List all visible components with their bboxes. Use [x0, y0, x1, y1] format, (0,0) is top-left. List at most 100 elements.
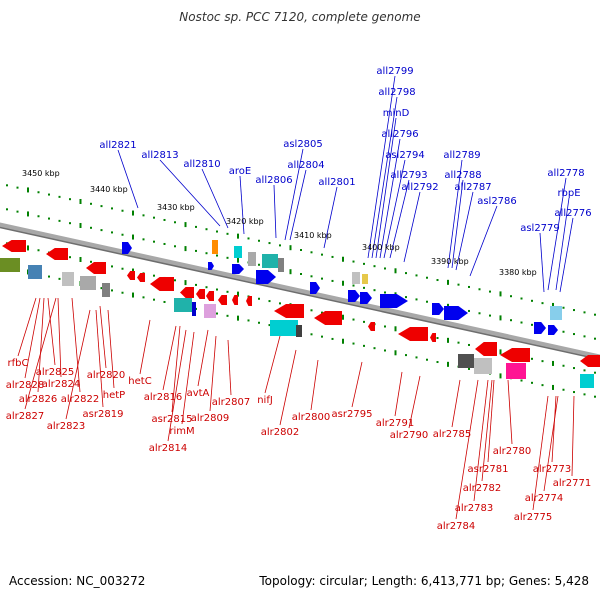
- kbp-tick: [405, 296, 407, 299]
- kbp-tick: [205, 252, 208, 255]
- forward-gene-callout: [371, 96, 398, 259]
- kbp-tick: [541, 302, 544, 305]
- kbp-tick: [142, 296, 145, 299]
- gene-box: [234, 246, 242, 258]
- kbp-tick: [321, 277, 323, 280]
- reverse-gene-callout: [543, 395, 559, 492]
- kbp-tick: [531, 299, 533, 302]
- gene-box: [262, 254, 278, 268]
- forward-gene-callout: [239, 175, 245, 235]
- gene-box: [474, 358, 492, 374]
- kbp-tick: [174, 221, 176, 224]
- kbp-tick: [499, 349, 502, 355]
- reverse-gene-callout: [264, 335, 281, 394]
- kbp-tick: [373, 289, 376, 292]
- forward-gene-label: all2798: [378, 87, 415, 98]
- reverse-gene-callout: [57, 297, 62, 378]
- forward-gene-label: all2804: [287, 160, 324, 171]
- gene-box: [28, 265, 42, 279]
- kbp-tick: [163, 242, 166, 245]
- kbp-tick: [48, 193, 50, 196]
- kbp-tick: [121, 209, 124, 212]
- kbp-tick: [132, 234, 134, 240]
- kbp-tick: [363, 320, 365, 323]
- reverse-gene-callout: [47, 297, 56, 366]
- kbp-tick: [531, 357, 533, 360]
- reverse-gene-label: alr2826: [19, 394, 57, 405]
- kbp-tick: [111, 265, 113, 268]
- kbp-tick: [58, 277, 61, 280]
- gene-box: [352, 272, 360, 284]
- kbp-tick: [6, 184, 8, 187]
- kbp-tick: [279, 244, 281, 247]
- forward-gene-label: all2789: [443, 150, 480, 161]
- forward-gene-callout: [455, 191, 474, 271]
- kbp-tick: [583, 369, 586, 372]
- gene-box: [174, 298, 192, 312]
- kbp-tick: [426, 358, 428, 361]
- kbp-tick: [205, 286, 208, 289]
- kbp-tick: [111, 231, 113, 234]
- kbp-tick: [69, 222, 71, 225]
- genome-summary-text: Topology: circular; Length: 6,413,771 bp…: [259, 574, 589, 588]
- reverse-gene-label: hetP: [103, 390, 125, 401]
- reverse-gene-label: nifJ: [257, 395, 273, 406]
- reverse-gene-arrow: [430, 333, 436, 342]
- kbp-tick: [489, 314, 491, 317]
- kbp-tick: [69, 256, 71, 259]
- gene-box: [278, 258, 284, 272]
- kbp-tick: [541, 360, 544, 363]
- kbp-tick: [121, 291, 124, 294]
- kbp-tick: [321, 253, 323, 256]
- reverse-gene-label: alr2823: [47, 421, 85, 432]
- kbp-tick: [447, 279, 449, 285]
- kbp-tick: [510, 295, 512, 298]
- forward-gene-callout: [547, 177, 567, 291]
- forward-gene-label: all2792: [401, 182, 438, 193]
- kbp-tick: [352, 260, 355, 263]
- reverse-gene-label: alr2827: [6, 411, 44, 422]
- kbp-tick: [132, 292, 134, 298]
- forward-gene-callout: [273, 184, 277, 239]
- gene-box: [270, 320, 298, 336]
- kbp-tick: [583, 311, 586, 314]
- forward-gene-callout: [367, 75, 396, 259]
- reverse-gene-arrow: [180, 287, 194, 298]
- kbp-tick: [48, 275, 50, 278]
- kbp-tick: [27, 187, 29, 193]
- gene-box: [102, 283, 110, 297]
- kbp-tick: [321, 311, 323, 314]
- reverse-gene-label: alr2802: [261, 427, 299, 438]
- kbp-tick: [289, 269, 292, 275]
- kbp-tick: [37, 249, 40, 252]
- reverse-gene-callout: [507, 379, 513, 445]
- kbp-tick: [258, 297, 260, 300]
- reverse-gene-label: alr2780: [493, 446, 531, 457]
- reverse-gene-callout: [107, 309, 115, 389]
- kbp-tick: [121, 267, 124, 270]
- reverse-gene-arrow: [580, 355, 600, 367]
- forward-gene-label: minD: [383, 108, 410, 119]
- reverse-gene-label: asr2781: [468, 464, 509, 475]
- kbp-tick: [457, 283, 460, 286]
- reverse-gene-callout: [24, 297, 57, 410]
- kbp-tick: [237, 291, 239, 297]
- kbp-tick: [468, 309, 470, 312]
- reverse-gene-label: alr2809: [191, 413, 229, 424]
- kbp-tick: [37, 215, 40, 218]
- gene-box: [192, 302, 196, 316]
- forward-gene-callout: [383, 159, 406, 259]
- kbp-tick: [415, 274, 418, 277]
- kbp-tick: [468, 285, 470, 288]
- kbp-tick: [300, 273, 302, 275]
- kbp-tick: [16, 186, 19, 189]
- kbp-tick: [153, 240, 155, 243]
- kbp-tick: [373, 347, 376, 350]
- kbp-tick: [520, 321, 523, 324]
- reverse-gene-arrow: [398, 327, 428, 341]
- kbp-tick: [48, 217, 50, 220]
- kbp-tick: [79, 222, 82, 228]
- kbp-tick: [184, 222, 187, 228]
- kbp-tick: [16, 210, 19, 213]
- kbp-tick: [268, 242, 271, 245]
